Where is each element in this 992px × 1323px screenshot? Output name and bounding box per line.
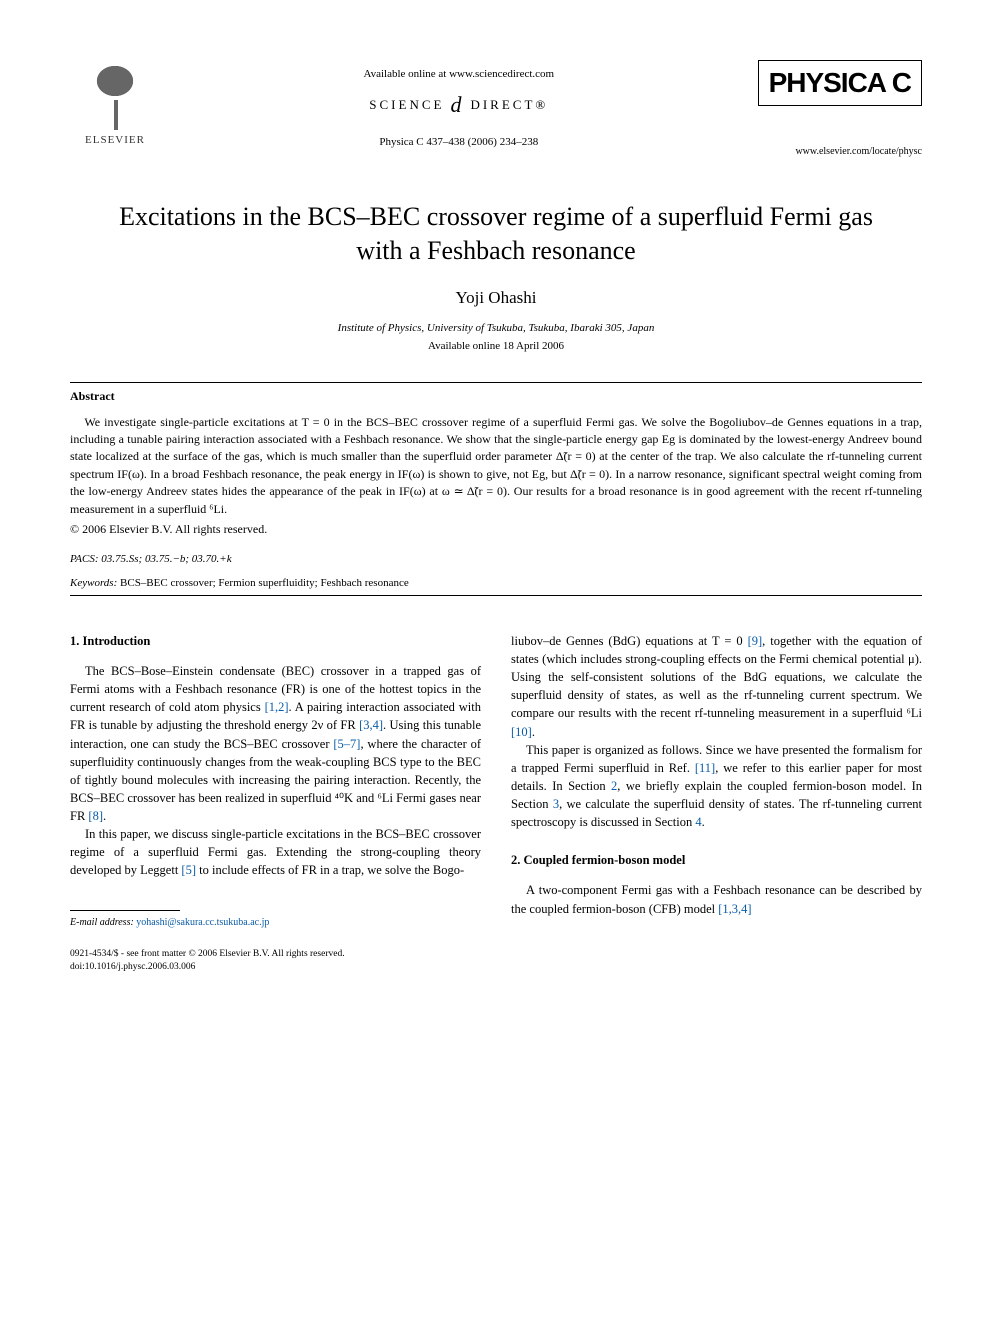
article-affiliation: Institute of Physics, University of Tsuk… xyxy=(70,322,922,334)
sciencedirect-left: SCIENCE xyxy=(369,97,444,113)
abstract-body: We investigate single-particle excitatio… xyxy=(70,414,922,518)
citation-link[interactable]: [11] xyxy=(695,761,715,775)
citation-link[interactable]: [5] xyxy=(181,863,196,877)
sciencedirect-right: DIRECT® xyxy=(470,97,548,113)
intro-continuation: liubov–de Gennes (BdG) equations at T = … xyxy=(511,632,922,741)
keywords-values: BCS–BEC crossover; Fermion superfluidity… xyxy=(120,577,409,589)
intro-paragraph-1: The BCS–Bose–Einstein condensate (BEC) c… xyxy=(70,662,481,825)
sciencedirect-logo: SCIENCE d DIRECT® xyxy=(160,92,758,118)
citation-link[interactable]: [10] xyxy=(511,725,532,739)
left-column: 1. Introduction The BCS–Bose–Einstein co… xyxy=(70,632,481,930)
keywords-line: Keywords: BCS–BEC crossover; Fermion sup… xyxy=(70,577,922,589)
article-author: Yoji Ohashi xyxy=(70,288,922,308)
citation-link[interactable]: [1,2] xyxy=(265,700,289,714)
keywords-label: Keywords: xyxy=(70,577,117,589)
footer-doi: doi:10.1016/j.physc.2006.03.006 xyxy=(70,961,922,974)
header-center: Available online at www.sciencedirect.co… xyxy=(160,60,758,148)
citation-link[interactable]: [1,3,4] xyxy=(718,902,751,916)
elsevier-tree-icon xyxy=(80,60,150,130)
abstract-bottom-rule xyxy=(70,595,922,596)
citation-link[interactable]: [3,4] xyxy=(359,718,383,732)
citation-link[interactable]: [8] xyxy=(88,809,103,823)
pacs-label: PACS: xyxy=(70,553,99,565)
page-header: ELSEVIER Available online at www.science… xyxy=(70,60,922,160)
body-columns: 1. Introduction The BCS–Bose–Einstein co… xyxy=(70,632,922,930)
email-label: E-mail address: xyxy=(70,917,134,928)
publisher-name: ELSEVIER xyxy=(85,134,145,146)
article-title: Excitations in the BCS–BEC crossover reg… xyxy=(110,200,882,268)
journal-brand-box: PHYSICA C www.elsevier.com/locate/physc xyxy=(758,60,922,157)
journal-url: www.elsevier.com/locate/physc xyxy=(758,146,922,157)
footnote-rule xyxy=(70,910,180,911)
section-1-heading: 1. Introduction xyxy=(70,632,481,650)
model-paragraph-1: A two-component Fermi gas with a Feshbac… xyxy=(511,881,922,917)
section-2-heading: 2. Coupled fermion-boson model xyxy=(511,851,922,869)
footer-copyright: 0921-4534/$ - see front matter © 2006 El… xyxy=(70,948,922,961)
journal-reference: Physica C 437–438 (2006) 234–238 xyxy=(160,136,758,148)
email-link[interactable]: yohashi@sakura.cc.tsukuba.ac.jp xyxy=(136,917,269,928)
intro-paragraph-2: In this paper, we discuss single-particl… xyxy=(70,825,481,879)
sciencedirect-at-icon: d xyxy=(450,92,464,118)
intro-organization-paragraph: This paper is organized as follows. Sinc… xyxy=(511,741,922,832)
pacs-line: PACS: 03.75.Ss; 03.75.−b; 03.70.+k xyxy=(70,553,922,565)
available-online-text: Available online at www.sciencedirect.co… xyxy=(160,68,758,80)
right-column: liubov–de Gennes (BdG) equations at T = … xyxy=(511,632,922,930)
publisher-logo: ELSEVIER xyxy=(70,60,160,160)
journal-logo: PHYSICA C xyxy=(758,60,922,106)
abstract-heading: Abstract xyxy=(70,389,922,404)
abstract-copyright: © 2006 Elsevier B.V. All rights reserved… xyxy=(70,522,922,537)
citation-link[interactable]: [5–7] xyxy=(333,737,360,751)
pacs-codes: 03.75.Ss; 03.75.−b; 03.70.+k xyxy=(101,553,231,565)
abstract-top-rule xyxy=(70,382,922,383)
page-footer: 0921-4534/$ - see front matter © 2006 El… xyxy=(70,948,922,974)
email-footnote: E-mail address: yohashi@sakura.cc.tsukub… xyxy=(70,916,481,931)
available-date: Available online 18 April 2006 xyxy=(70,340,922,352)
citation-link[interactable]: [9] xyxy=(748,634,763,648)
